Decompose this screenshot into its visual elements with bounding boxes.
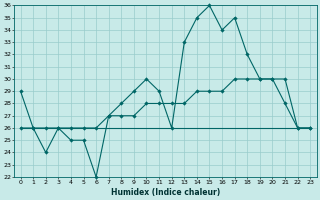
- X-axis label: Humidex (Indice chaleur): Humidex (Indice chaleur): [111, 188, 220, 197]
